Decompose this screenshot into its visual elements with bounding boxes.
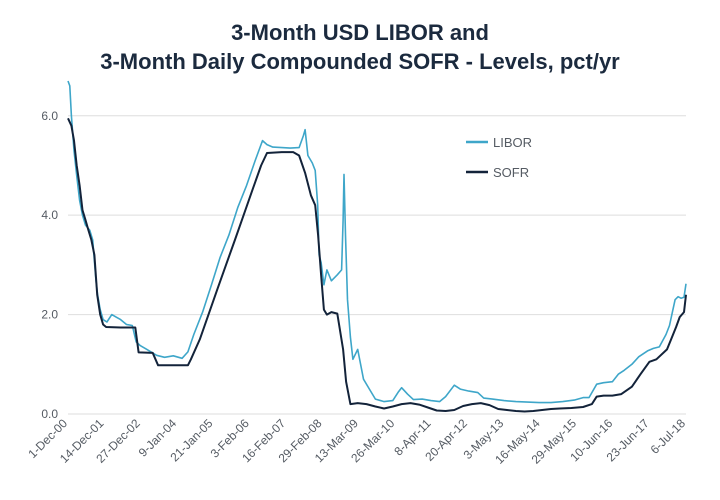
legend-label-libor: LIBOR: [493, 135, 532, 150]
y-tick-label: 0.0: [41, 407, 58, 421]
y-tick-label: 6.0: [41, 109, 58, 123]
y-tick-label: 4.0: [41, 208, 58, 222]
gridlines: [68, 115, 686, 415]
y-tick-label: 2.0: [41, 308, 58, 322]
y-axis-ticks: 0.0 2.0 4.0 6.0: [41, 109, 58, 421]
series-line-libor: [67, 80, 687, 404]
chart-title-line-2: 3-Month Daily Compounded SOFR - Levels, …: [100, 49, 620, 74]
series-line-sofr: [67, 117, 687, 413]
legend-label-sofr: SOFR: [493, 165, 529, 180]
x-tick-label: 6-Jul-18: [648, 416, 689, 457]
series-lines: [67, 80, 687, 413]
x-axis-ticks: 1-Dec-0014-Dec-0127-Dec-029-Jan-0421-Jan…: [25, 416, 688, 467]
legend: LIBOR SOFR: [466, 135, 532, 180]
chart-title-line-1: 3-Month USD LIBOR and: [231, 20, 489, 45]
chart-title: 3-Month USD LIBOR and 3-Month Daily Comp…: [0, 18, 720, 76]
